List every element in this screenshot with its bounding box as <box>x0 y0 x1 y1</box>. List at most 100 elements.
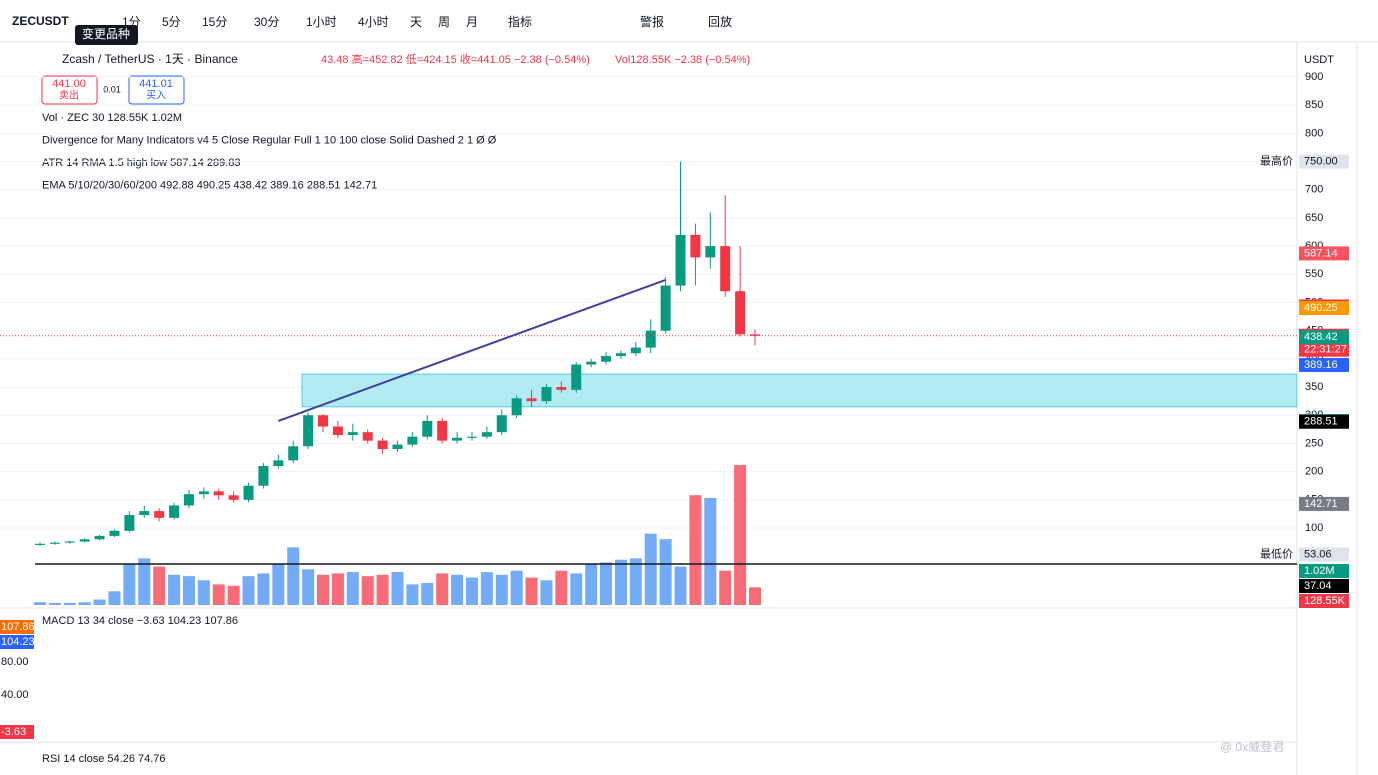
volume-bar <box>93 599 106 605</box>
candle-body <box>169 505 180 518</box>
buy-box[interactable] <box>128 75 185 105</box>
sell-box[interactable] <box>41 75 98 105</box>
buy-price: 441.01 <box>139 78 173 90</box>
indicator-legend: Vol · ZEC 30 128.55K 1.02M <box>42 112 182 124</box>
y-tick-label: 200 <box>1305 466 1323 478</box>
volume-bar <box>331 573 344 605</box>
interval[interactable]: 5分 <box>162 15 181 29</box>
candle-body <box>258 465 269 486</box>
price-tag-name: 最低价 <box>1260 547 1293 560</box>
volume-bar <box>495 574 508 605</box>
candle-body <box>690 234 701 258</box>
volume-tag <box>1299 594 1349 608</box>
volume-bar <box>629 558 642 605</box>
candle-body <box>511 398 522 416</box>
interval[interactable]: 15分 <box>202 15 227 29</box>
price-tag <box>1299 547 1349 562</box>
volume-bar <box>659 539 672 605</box>
buy: 买入 <box>146 90 166 102</box>
candle-body <box>94 535 105 540</box>
candle-body <box>615 353 626 357</box>
volume-bar <box>689 495 702 605</box>
price-tag <box>1299 330 1349 345</box>
pair: Zcash / TetherUS · 1天 · Binance <box>62 52 238 66</box>
price-tag <box>1299 496 1349 511</box>
replay-button[interactable]: 回放 <box>708 14 732 29</box>
candle-body <box>228 495 239 500</box>
volume-bar <box>644 533 657 605</box>
alert-button[interactable]: 警报 <box>640 14 664 29</box>
volume-bar <box>138 558 151 605</box>
candle-body <box>139 511 150 516</box>
sell-price: 441.00 <box>52 78 86 90</box>
y-tick-label: 900 <box>1305 71 1323 83</box>
volume-bar <box>346 572 359 605</box>
volume-bar <box>63 602 76 605</box>
candle-body <box>496 415 507 433</box>
candle-body <box>571 364 582 390</box>
macd-tag <box>0 620 34 634</box>
price-tag-label: 490.25 <box>1304 302 1338 314</box>
y-tick-label: 250 <box>1305 437 1323 449</box>
macd-tag <box>0 725 34 739</box>
toolbar <box>0 0 1378 42</box>
volume-bar <box>480 572 493 605</box>
candle-body <box>437 420 448 441</box>
volume-bar <box>182 576 195 605</box>
indicator-legend: ATR 14 RMA 1.5 high low 587.14 289.83 <box>42 157 241 169</box>
interval[interactable]: 天 <box>410 15 422 29</box>
volume-bar <box>242 576 255 605</box>
interval[interactable]: 周 <box>438 15 450 29</box>
volume-bar <box>108 591 121 605</box>
volume-bar <box>570 573 583 605</box>
volume-bar <box>391 572 404 605</box>
candle-body <box>64 541 75 543</box>
candle-body <box>198 491 209 495</box>
interval[interactable]: 1分 <box>122 15 141 29</box>
candle-body <box>154 511 165 518</box>
candle-body <box>660 285 671 331</box>
volume-bar <box>600 562 613 605</box>
candle-body <box>288 446 299 461</box>
sell: 卖出 <box>59 89 79 102</box>
spread: 0.01 <box>103 84 121 94</box>
volume-tag-label: 1.02M <box>1304 565 1335 577</box>
candle-body <box>79 539 90 542</box>
volume-bar <box>287 547 300 605</box>
y-tick-label: 350 <box>1305 381 1323 393</box>
y-tick-label: 550 <box>1305 268 1323 280</box>
candle-body <box>466 436 477 438</box>
volume-bar <box>719 570 732 605</box>
candle-body <box>422 420 433 437</box>
candle-body <box>109 530 120 536</box>
candle-body <box>750 334 760 336</box>
macd-legend: MACD 13 34 close −3.63 104.23 107.86 <box>42 615 238 627</box>
volume-bar <box>734 465 747 605</box>
volume-bar <box>361 576 374 605</box>
price-tag <box>1299 357 1349 372</box>
volume-bar <box>749 587 761 605</box>
candle-body <box>556 387 567 390</box>
volume-bar <box>197 580 210 605</box>
volume-bar <box>585 563 598 605</box>
volume-tag-label: 37.04 <box>1304 580 1332 592</box>
volume-bar <box>78 602 91 605</box>
candle-body <box>541 387 552 402</box>
volume-bar <box>674 566 687 605</box>
interval[interactable]: 月 <box>466 15 478 29</box>
currency[interactable]: USDT <box>1304 54 1334 66</box>
macd-tag <box>0 635 34 649</box>
volume-bar <box>451 574 464 605</box>
interval[interactable]: 1小时 <box>306 15 337 29</box>
y-tick-label: 800 <box>1305 127 1323 139</box>
macd-axis-label: 80.00 <box>1 656 29 668</box>
candle-body <box>586 361 597 365</box>
volume-bar <box>406 584 419 605</box>
price-tag-label: 389.16 <box>1304 359 1338 371</box>
interval[interactable]: 30分 <box>254 15 279 29</box>
indicators-button[interactable]: 指标 <box>508 14 532 29</box>
interval[interactable]: 4小时 <box>358 15 389 29</box>
candle-body <box>720 246 731 292</box>
symbol[interactable]: ZECUSDT <box>12 14 69 28</box>
